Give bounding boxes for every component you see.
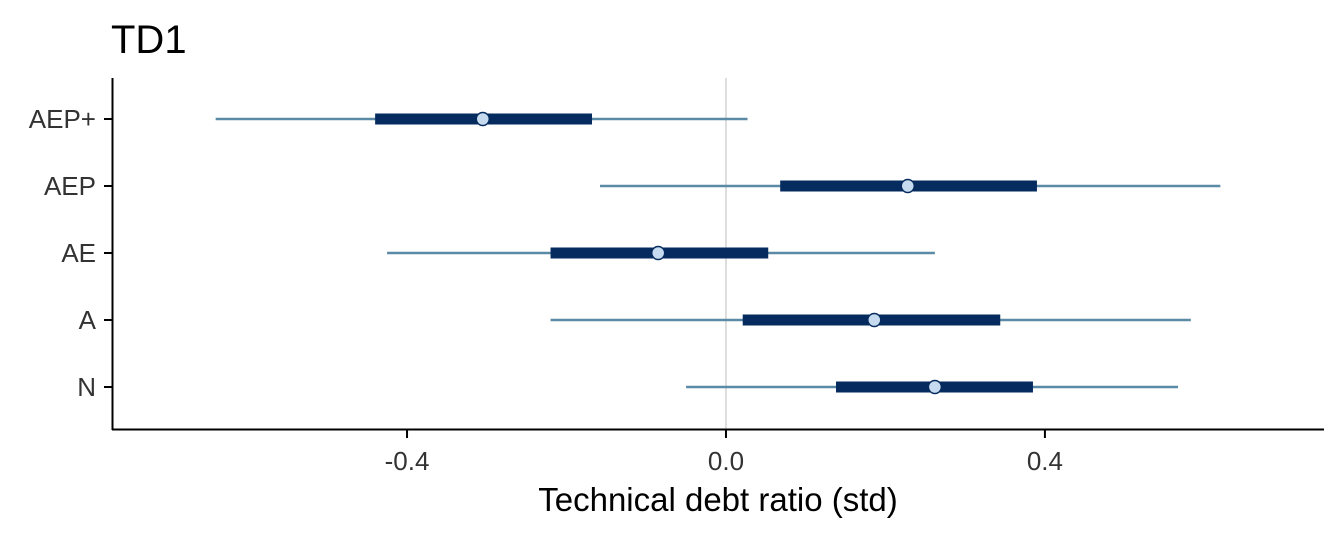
y-tick-label: A: [79, 305, 97, 335]
x-axis-title: Technical debt ratio (std): [538, 481, 898, 518]
y-tick-label: N: [77, 372, 96, 402]
median-point: [927, 379, 943, 395]
median-point: [475, 111, 491, 127]
x-tick-label: 0.0: [708, 446, 744, 476]
y-tick-label: AEP+: [29, 104, 96, 134]
median-point: [650, 245, 666, 261]
x-axis: -0.4 0.0 0.4: [385, 430, 1063, 476]
chart-title: TD1: [111, 18, 187, 62]
x-tick-label: 0.4: [1027, 446, 1063, 476]
x-tick-label: -0.4: [385, 446, 430, 476]
y-tick-label: AE: [61, 238, 96, 268]
y-tick-label: AEP: [44, 171, 96, 201]
median-point: [900, 178, 916, 194]
intervals-group: [215, 111, 1221, 395]
y-axis: AEP+ AEP AE A N: [29, 104, 112, 402]
median-point: [867, 312, 882, 328]
